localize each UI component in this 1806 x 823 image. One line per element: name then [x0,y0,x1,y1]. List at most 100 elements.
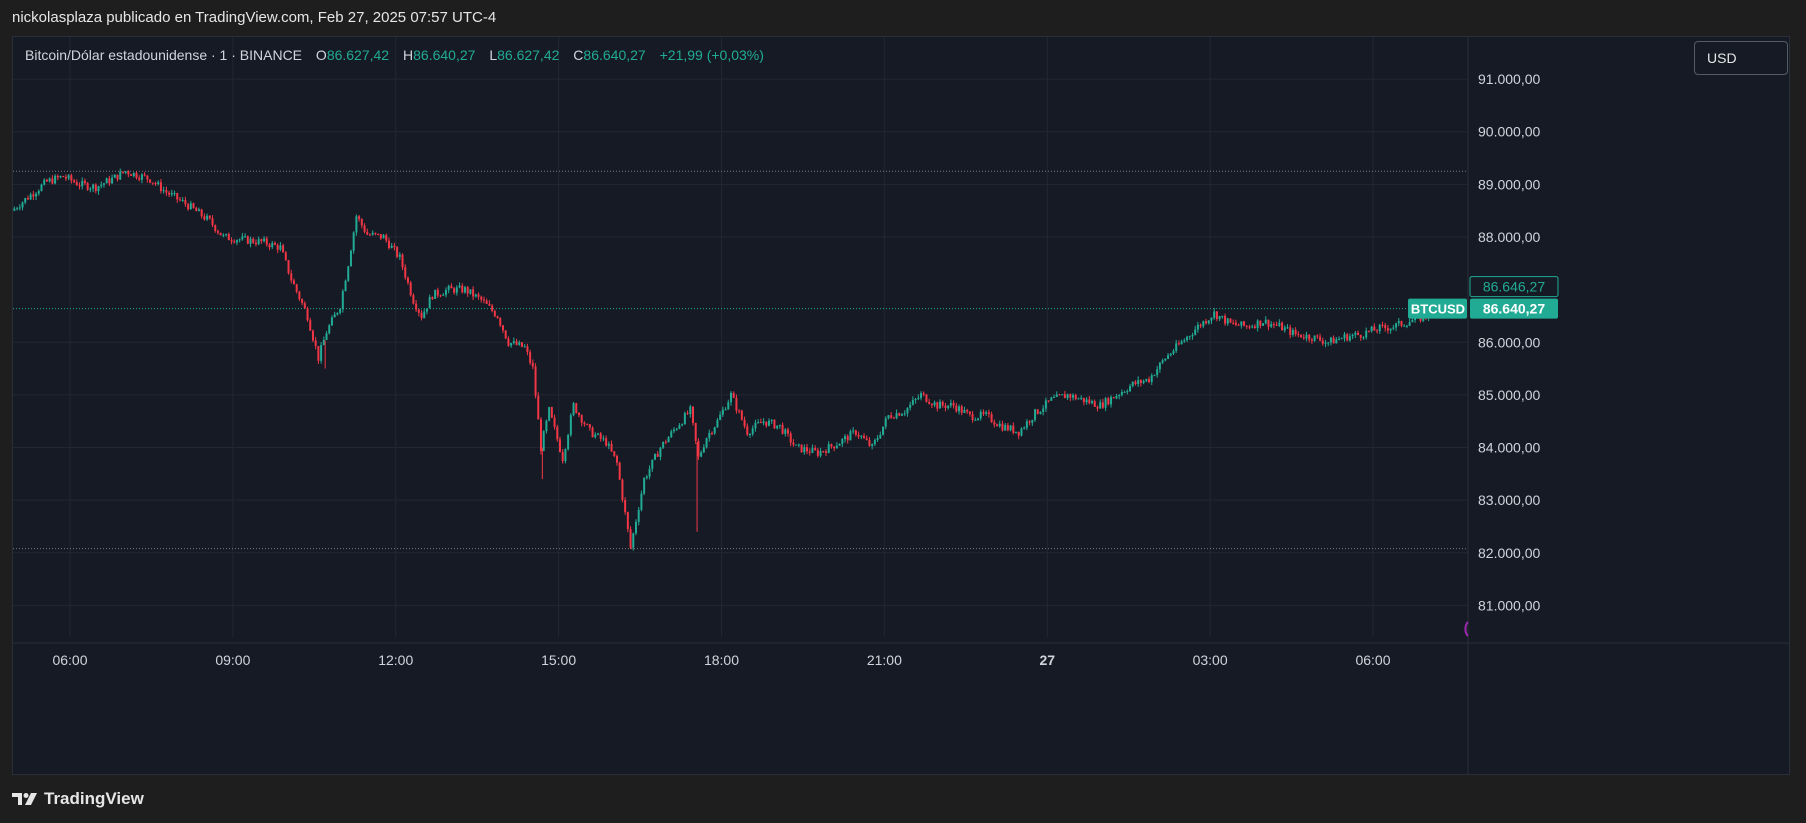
candle-body [1148,379,1151,383]
candle-body [1126,391,1129,393]
candle-body [694,422,697,441]
candle-body [806,447,809,452]
candle-body [1234,322,1237,325]
candle-body [1332,337,1335,344]
candle-body [1015,431,1018,433]
candle-body [586,424,589,426]
candle-body [1001,423,1004,431]
candle-body [344,280,347,292]
candle-body [1118,395,1121,397]
candle-body [876,438,879,441]
candle-body [653,454,656,460]
candle-body [135,172,138,179]
candle-body [360,219,363,226]
candle-body [138,178,141,180]
candle-body [368,234,371,236]
candle-body [1294,329,1297,335]
candle-body [678,425,681,429]
candle-body [998,423,1001,427]
candle-body [841,439,844,444]
candle-body [241,236,244,240]
candle-body [491,305,494,311]
candle-body [1400,321,1403,326]
candle-body [884,418,887,427]
candle-body [423,311,426,319]
candle-body [1074,394,1077,400]
currency-button[interactable]: USD [1694,41,1788,75]
candle-body [317,346,320,361]
candle-body [257,239,260,245]
candle-body [86,183,89,190]
x-tick-label: 12:00 [378,652,413,668]
candle-body [1066,394,1069,399]
candle-body [974,419,977,421]
candle-body [1107,398,1110,405]
candle-body [1313,335,1316,341]
candle-body [977,418,980,420]
candle-body [442,294,445,296]
candle-body [40,184,43,191]
candle-body [1224,315,1227,324]
candle-body [151,182,154,184]
candle-body [583,422,586,425]
candle-body [1025,421,1028,428]
candle-body [681,424,684,426]
candle-body [1042,408,1045,412]
candle-body [757,422,760,424]
candle-body [358,216,361,220]
candle-body [626,512,629,530]
candle-body [1134,381,1137,385]
candle-body [702,447,705,453]
candle-body [366,231,369,235]
candle-body [116,174,119,180]
candle-body [1335,339,1338,344]
candle-body [1131,381,1134,387]
candle-body [1164,358,1167,361]
last-price-tag [1470,298,1558,319]
candle-body [958,406,961,412]
candle-body [119,171,122,180]
candle-body [401,254,404,268]
candle-body [708,432,711,439]
candle-body [1240,321,1243,326]
price-chart[interactable]: 91.000,00 90.000,00 89.000,00 88.000,00 86.0… [13,37,1789,774]
candle-body [602,438,605,440]
candle-body [996,424,999,427]
candle-body [936,402,939,409]
candle-body [1275,324,1278,326]
candle-body [43,179,46,185]
candle-body [857,434,860,437]
candle-body [461,285,464,293]
candle-body [32,194,35,197]
chart-panel[interactable]: 91.000,00 90.000,00 89.000,00 88.000,00 86.0… [12,36,1790,775]
candle-body [35,193,38,197]
candle-body [1264,319,1267,324]
tradingview-logo[interactable]: TradingView [12,789,144,809]
candle-body [833,446,836,449]
candle-body [1253,326,1256,328]
candle-body [306,308,309,321]
candle-body [1221,315,1224,317]
candle-body [1405,325,1408,327]
candle-body [501,325,504,331]
candle-body [284,252,287,261]
candle-body [1338,338,1341,340]
candle-body [553,417,556,427]
candle-body [355,216,358,233]
candle-body [1308,334,1311,340]
candle-body [898,413,901,416]
candle-body [1156,369,1159,376]
candle-body [83,180,86,184]
candle-body [906,407,909,414]
event-marker-icon[interactable] [1464,621,1469,637]
candle-body [1243,321,1246,326]
candle-body [776,425,779,429]
candle-body [979,411,982,419]
candle-body [1286,327,1289,329]
candle-body [925,394,928,402]
candle-body [1316,335,1319,337]
candle-body [149,179,152,183]
candle-body [520,342,523,347]
candle-body [797,444,800,446]
candle-body [1319,336,1322,341]
